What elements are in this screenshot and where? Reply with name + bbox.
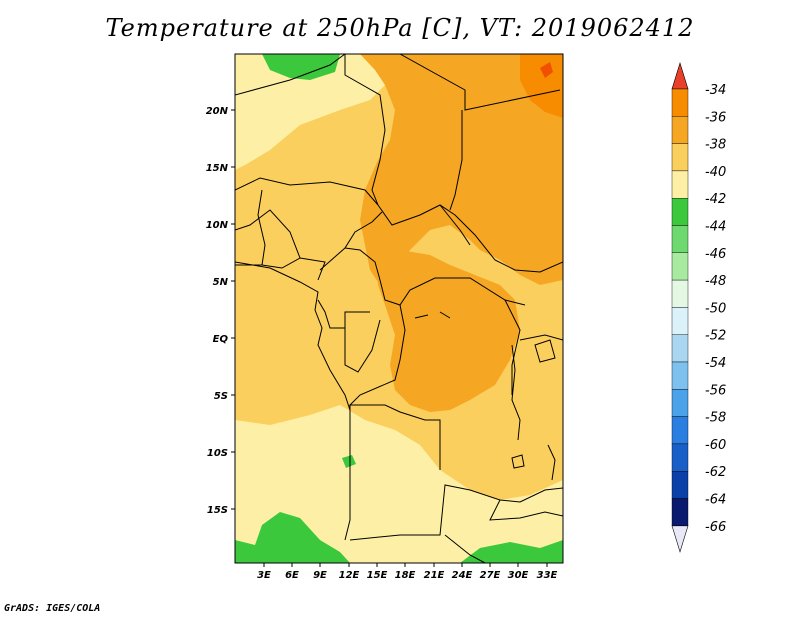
lon-label: 12E — [339, 570, 360, 581]
lon-label: 27E — [480, 570, 501, 581]
coastlines — [235, 261, 556, 481]
colorbar-label: -58 — [705, 411, 726, 426]
colorbar-label: -42 — [705, 192, 726, 207]
colorbar-segment — [671, 252, 689, 281]
colorbar-label: -56 — [705, 383, 726, 398]
field-38-central — [375, 250, 520, 412]
colorbar-label: -40 — [705, 165, 726, 180]
lon-label: 24E — [452, 570, 473, 581]
colorbar-label: -50 — [705, 301, 726, 316]
colorbar-segment — [671, 197, 689, 226]
lat-label: 5S — [214, 391, 228, 402]
footer-credit: GrADS: IGES/COLA — [4, 603, 101, 614]
lon-label: 9E — [313, 570, 327, 581]
lat-label: 20N — [206, 106, 229, 117]
field-44-sw — [235, 512, 350, 563]
colorbar-label: -48 — [705, 274, 726, 289]
colorbar-segment — [671, 225, 689, 253]
field-34-ne — [540, 62, 553, 78]
colorbar-segment — [671, 88, 689, 117]
colorbar-label: -38 — [705, 138, 726, 153]
lon-label: 3E — [257, 570, 271, 581]
temperature-field — [235, 54, 563, 563]
colorbar-label: -46 — [705, 247, 726, 262]
colorbar-label: -60 — [705, 438, 726, 453]
lon-label: 18E — [395, 570, 416, 581]
map-figure: 20N 15N 10N 5N EQ 5S 10S 15S 3E 6E 9E 12… — [206, 53, 726, 581]
colorbar-label: -54 — [705, 356, 726, 371]
colorbar-segment — [671, 361, 689, 390]
lat-label: 10N — [206, 220, 229, 231]
lat-axis: 20N 15N 10N 5N EQ 5S 10S 15S — [206, 106, 235, 516]
country-borders — [235, 54, 563, 563]
field-44-se — [460, 540, 563, 563]
lat-label: 15S — [207, 505, 228, 516]
colorbar-label: -36 — [705, 110, 726, 125]
lat-label: 10S — [207, 448, 228, 459]
colorbar-segment — [671, 389, 689, 417]
colorbar-segment — [671, 498, 689, 526]
colorbar: -34 -36 -38 -40 -42 -44 -46 -48 -50 -52 -54 -56 -58 -… — [671, 61, 726, 553]
lat-label: 5N — [213, 277, 229, 288]
colorbar-segment — [671, 416, 689, 445]
colorbar-label: -66 — [705, 520, 726, 535]
colorbar-segment — [671, 307, 689, 335]
lat-label: EQ — [213, 334, 229, 345]
lon-label: 21E — [424, 570, 445, 581]
colorbar-label: -62 — [705, 465, 726, 480]
field-south-pale — [235, 405, 563, 563]
lon-axis: 3E 6E 9E 12E 15E 18E 21E 24E 27E 30E 33E — [257, 563, 558, 581]
colorbar-segment — [671, 443, 689, 472]
lon-label: 15E — [367, 570, 388, 581]
lon-label: 30E — [508, 570, 529, 581]
lon-label: 33E — [537, 570, 558, 581]
colorbar-segment — [671, 471, 689, 499]
field-44-north — [262, 54, 340, 80]
colorbar-segment — [671, 116, 689, 144]
lat-label: 15N — [206, 163, 229, 174]
field-38-north — [360, 54, 563, 285]
colorbar-label: -52 — [705, 329, 726, 344]
field-44-small — [342, 455, 356, 468]
colorbar-label: -44 — [705, 220, 726, 235]
colorbar-segment — [671, 279, 689, 308]
chart-title: Temperature at 250hPa [C], VT: 201906241… — [105, 14, 695, 42]
colorbar-top-arrow — [671, 61, 689, 90]
colorbar-bottom-arrow — [671, 525, 689, 553]
colorbar-segment — [671, 170, 689, 199]
lon-label: 6E — [285, 570, 299, 581]
colorbar-segment — [671, 334, 689, 363]
colorbar-segment — [671, 143, 689, 172]
map-frame — [234, 53, 564, 564]
colorbar-label: -64 — [705, 493, 726, 508]
colorbar-label: -34 — [705, 83, 726, 98]
